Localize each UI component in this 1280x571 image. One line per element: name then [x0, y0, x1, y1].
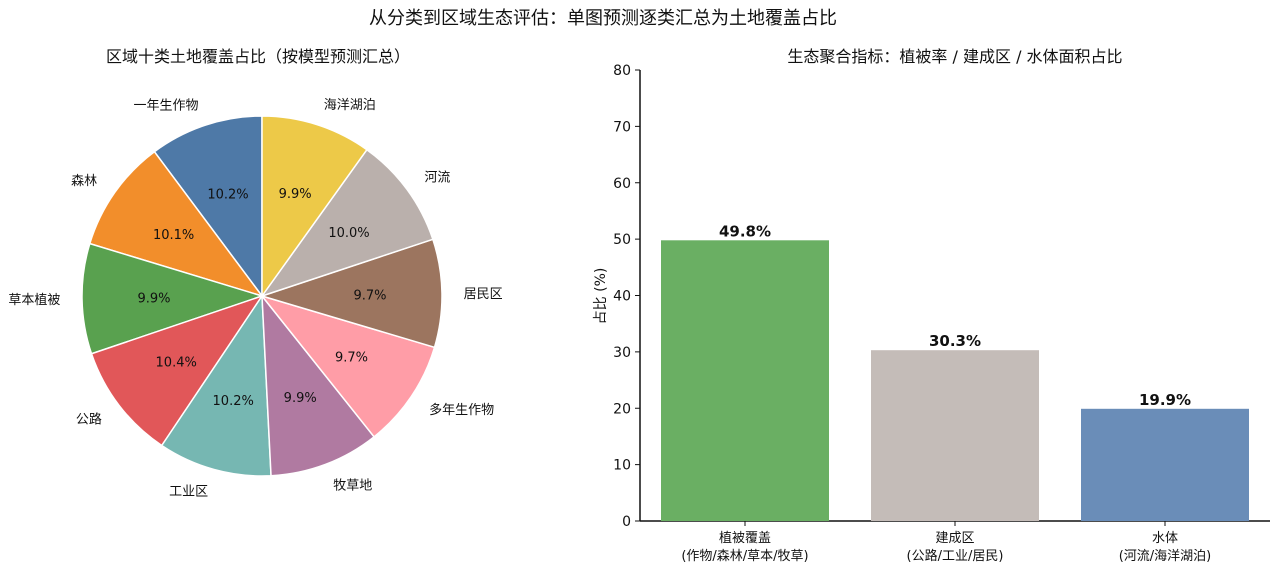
- bar-x-tick-label: 建成区: [935, 531, 974, 546]
- pie-slice-percent-label: 10.1%: [153, 228, 194, 243]
- pie-slices: [81, 115, 443, 477]
- bar-x-tick-label: 植被覆盖: [719, 531, 771, 546]
- pie-slice: [260, 148, 434, 298]
- bar-y-tick-label: 20: [613, 401, 631, 417]
- pie-slice: [88, 150, 264, 298]
- pie-slice: [160, 293, 272, 477]
- pie-slice-percent-label: 9.9%: [279, 187, 312, 202]
- pie-slice: [81, 242, 265, 355]
- bar-y-tick-label: 0: [622, 514, 631, 530]
- bar-marks: 49.8% 30.3% 19.9%: [661, 222, 1249, 522]
- bar: [1081, 408, 1249, 521]
- pie-slice-category-label: 一年生作物: [133, 99, 198, 114]
- pie-slice-category-label: 草本植被: [8, 293, 60, 308]
- pie-slice-category-label: 牧草地: [333, 479, 372, 494]
- bar-y-axis-label: 占比 (%): [593, 268, 609, 325]
- bar-x-axis: 植被覆盖 (作物/森林/草本/牧草) 建成区 (公路/工业/居民) 水体 (河流/海洋湖泊…: [640, 520, 1270, 564]
- pie-slice-category-label: 多年生作物: [429, 402, 494, 418]
- bar-y-tick-label: 40: [613, 289, 631, 305]
- bar-title: 生态聚合指标：植被率 / 建成区 / 水体面积占比: [787, 47, 1122, 66]
- pie-chart: 区域十类土地覆盖占比（按模型预测汇总） 10.2% 一年生作物 10.1% 森林 9.9…: [8, 47, 502, 499]
- pie-slice-percent-label: 9.9%: [284, 391, 317, 406]
- figure-suptitle: 从分类到区域生态评估：单图预测逐类汇总为土地覆盖占比: [369, 8, 837, 29]
- pie-slice-percent-label: 9.7%: [335, 350, 368, 365]
- bar-value-label: 30.3%: [929, 332, 981, 350]
- bar-y-tick-label: 60: [613, 176, 631, 192]
- bar-y-tick-label: 70: [613, 119, 631, 135]
- pie-slice-category-label: 海洋湖泊: [324, 98, 376, 113]
- bar-chart: 生态聚合指标：植被率 / 建成区 / 水体面积占比 占比 (%) 0 10 20 30…: [593, 47, 1270, 564]
- pie-title: 区域十类土地覆盖占比（按模型预测汇总）: [106, 47, 410, 66]
- bar-y-axis: 0 10 20 30 40 50 60 70 80: [613, 63, 641, 530]
- pie-slice-percent-label: 10.2%: [207, 188, 248, 203]
- bar-x-tick-sublabel: (公路/工业/居民): [907, 548, 1004, 564]
- pie-slice-percent-label: 9.9%: [137, 292, 170, 307]
- bar-y-tick-label: 30: [613, 345, 631, 361]
- pie-slice-category-label: 河流: [424, 171, 450, 186]
- bar: [871, 350, 1039, 521]
- bar-y-tick-label: 80: [613, 63, 631, 79]
- pie-slice: [261, 115, 368, 299]
- pie-slice-percent-label: 9.7%: [353, 288, 386, 303]
- pie-slice: [259, 238, 443, 349]
- pie-slice-percent-label: 10.4%: [156, 356, 197, 371]
- pie-slice-category-label: 工业区: [169, 484, 208, 499]
- bar-y-tick-label: 10: [613, 458, 631, 474]
- bar-value-label: 19.9%: [1139, 391, 1191, 409]
- pie-slice: [153, 115, 263, 299]
- pie-slice: [261, 293, 376, 477]
- bar: [661, 240, 829, 522]
- pie-slice-category-label: 森林: [71, 174, 97, 189]
- pie-slice-category-label: 公路: [76, 412, 102, 428]
- bar-y-tick-label: 50: [613, 232, 631, 248]
- pie-slice: [90, 294, 264, 447]
- bar-value-label: 49.8%: [719, 222, 771, 240]
- bar-x-tick-sublabel: (河流/海洋湖泊): [1119, 549, 1212, 564]
- bar-x-tick-label: 水体: [1152, 531, 1178, 546]
- bar-x-tick-sublabel: (作物/森林/草本/牧草): [681, 549, 808, 564]
- pie-slice-percent-label: 10.0%: [328, 226, 369, 241]
- pie-slice-category-label: 居民区: [464, 287, 503, 302]
- pie-slice: [259, 294, 436, 438]
- pie-slice-percent-label: 10.2%: [213, 394, 254, 409]
- pie-labels: 10.2% 一年生作物 10.1% 森林 9.9% 草本植被 10.4% 公路 10.2% 工业区…: [8, 98, 502, 499]
